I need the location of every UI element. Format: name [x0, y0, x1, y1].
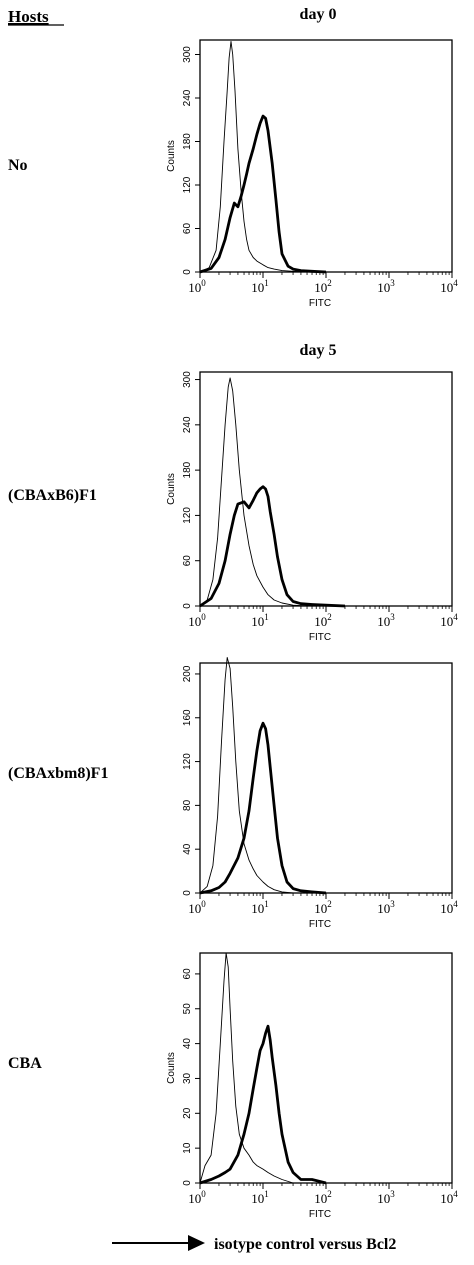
hosts-header: Hosts	[8, 7, 49, 26]
day-label: day 5	[300, 342, 337, 359]
y-tick-label: 10	[182, 1142, 193, 1154]
legend: isotype control versus Bcl2	[112, 1235, 396, 1253]
x-tick-label: 102	[314, 278, 332, 295]
x-tick-label: 103	[377, 1189, 395, 1206]
y-axis-label: Counts	[166, 473, 177, 505]
series-line-isotype	[199, 40, 308, 273]
y-tick-label: 180	[182, 133, 193, 150]
histogram-panel: (CBAxB6)F1 day 5 0 60 120 180 240 300 Counts 100 1…	[8, 342, 458, 643]
x-tick-label: 103	[377, 899, 395, 916]
y-tick-label: 30	[182, 1072, 193, 1084]
legend-arrowhead-icon	[188, 1235, 205, 1251]
x-tick-label: 102	[314, 612, 332, 629]
plot-frame	[199, 952, 453, 1184]
x-tick-label: 100	[188, 1189, 206, 1206]
x-tick-label: 101	[251, 278, 269, 295]
x-tick-label: 101	[251, 899, 269, 916]
plot-frame	[199, 371, 453, 607]
y-tick-label: 180	[182, 461, 193, 478]
series-line-bcl2	[199, 114, 327, 274]
y-axis-label: Counts	[166, 140, 177, 172]
y-tick-label: 120	[182, 753, 193, 770]
x-tick-label: 104	[440, 612, 458, 629]
host-label: No	[8, 157, 28, 174]
histogram-panel: CBA 0 10 20 30 40 50 60 Counts 100 101 102 103 104 FIT…	[8, 952, 458, 1220]
host-label: CBA	[8, 1055, 42, 1072]
x-tick-label: 100	[188, 612, 206, 629]
y-tick-label: 60	[182, 968, 193, 980]
series-line-bcl2	[199, 721, 327, 895]
y-tick-label: 40	[182, 1038, 193, 1050]
x-tick-label: 102	[314, 899, 332, 916]
x-tick-label: 100	[188, 278, 206, 295]
x-tick-label: 103	[377, 612, 395, 629]
x-axis-label: FITC	[309, 919, 331, 930]
series-line-isotype	[199, 952, 307, 1184]
x-tick-label: 104	[440, 278, 458, 295]
day-label: day 0	[300, 6, 337, 23]
histogram-panel: (CBAxbm8)F1 0 40 80 120 160 200 100 101 102 103 104…	[8, 657, 458, 930]
y-tick-label: 300	[182, 46, 193, 63]
x-tick-label: 104	[440, 1189, 458, 1206]
y-tick-label: 40	[182, 843, 193, 855]
y-tick-label: 300	[182, 371, 193, 388]
x-tick-label: 102	[314, 1189, 332, 1206]
x-tick-label: 101	[251, 612, 269, 629]
y-tick-label: 50	[182, 1003, 193, 1015]
legend-text: isotype control versus Bcl2	[214, 1236, 396, 1253]
y-tick-label: 20	[182, 1107, 193, 1119]
plot-frame	[199, 39, 453, 273]
y-axis-label: Counts	[166, 1052, 177, 1084]
y-tick-label: 120	[182, 507, 193, 524]
host-label: (CBAxB6)F1	[8, 487, 97, 504]
y-tick-label: 80	[182, 799, 193, 811]
y-tick-label: 0	[182, 890, 193, 896]
y-tick-label: 0	[182, 603, 193, 609]
series-line-isotype	[199, 657, 307, 894]
y-tick-label: 60	[182, 223, 193, 235]
y-tick-label: 200	[182, 665, 193, 682]
x-tick-label: 101	[251, 1189, 269, 1206]
y-tick-label: 0	[182, 269, 193, 275]
y-tick-label: 240	[182, 89, 193, 106]
series-line-bcl2	[199, 485, 346, 608]
y-tick-label: 240	[182, 416, 193, 433]
x-axis-label: FITC	[309, 298, 331, 309]
host-label: (CBAxbm8)F1	[8, 765, 108, 782]
x-tick-label: 103	[377, 278, 395, 295]
y-tick-label: 160	[182, 709, 193, 726]
y-tick-label: 60	[182, 555, 193, 567]
y-tick-label: 0	[182, 1180, 193, 1186]
x-axis-label: FITC	[309, 632, 331, 643]
histogram-panel: No day 0 0 60 120 180 240 300 Counts 100 101 102 103…	[8, 6, 458, 309]
y-tick-label: 120	[182, 176, 193, 193]
x-tick-label: 104	[440, 899, 458, 916]
x-tick-label: 100	[188, 899, 206, 916]
series-line-isotype	[199, 377, 308, 607]
x-axis-label: FITC	[309, 1209, 331, 1220]
series-line-bcl2	[199, 1024, 327, 1185]
